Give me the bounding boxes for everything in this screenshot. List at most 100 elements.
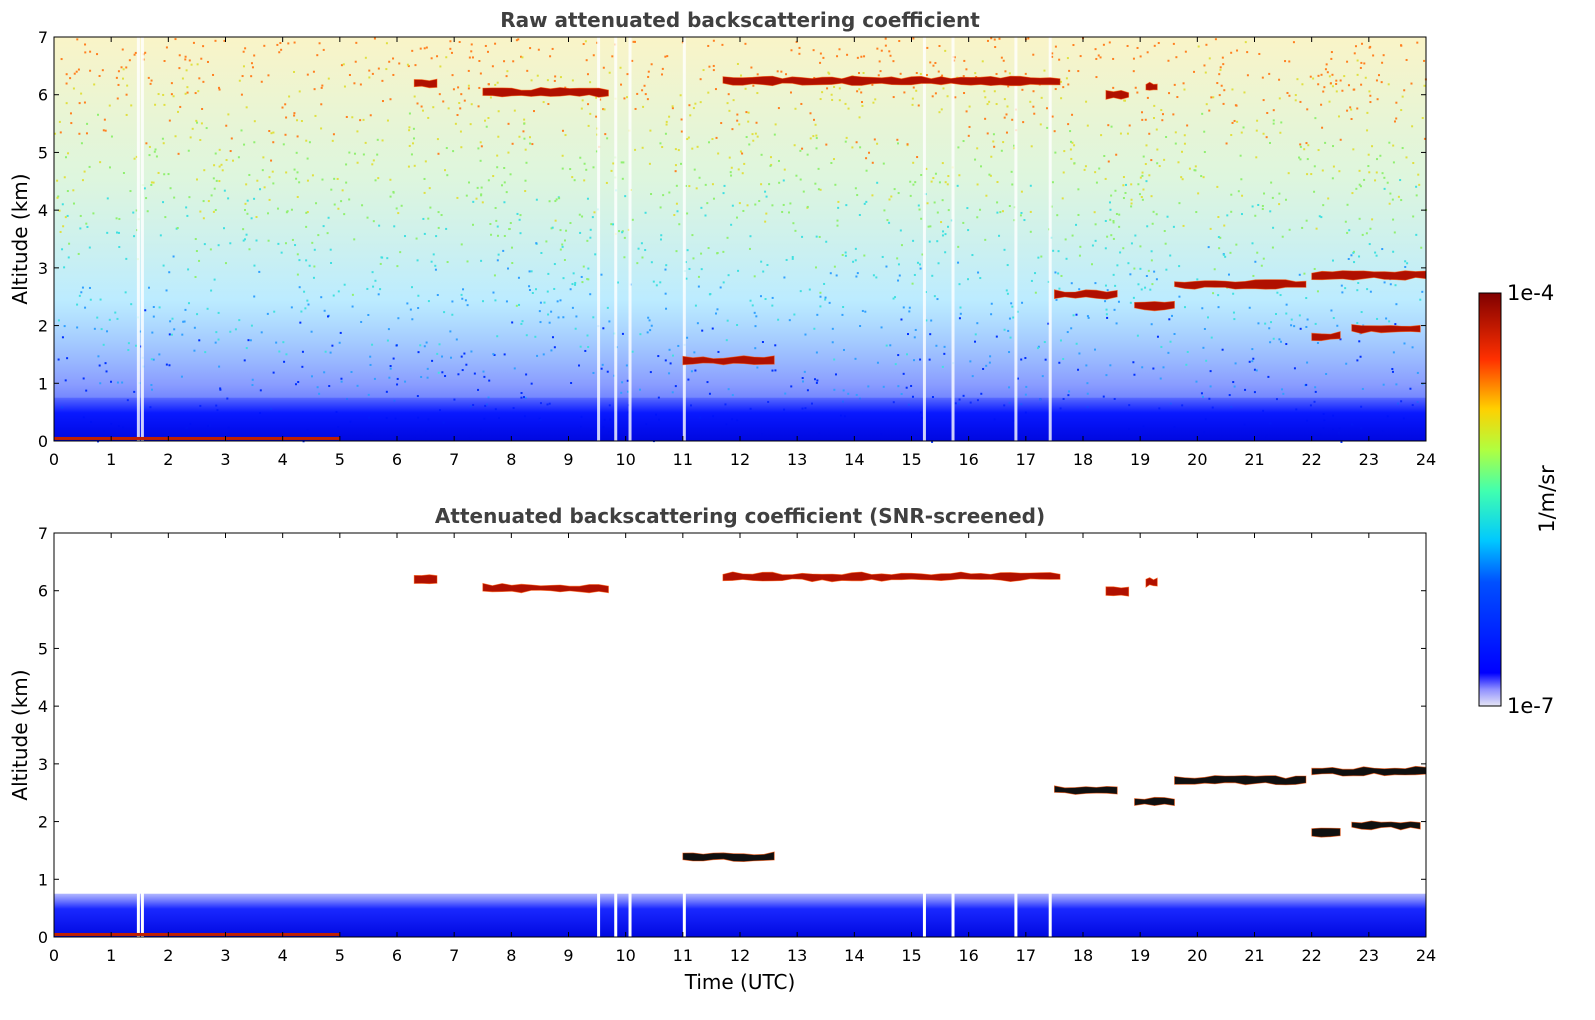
noise-speck xyxy=(1016,310,1019,313)
noise-speck xyxy=(1358,217,1361,220)
noise-speck xyxy=(1301,83,1304,86)
noise-speck xyxy=(564,134,567,137)
noise-speck xyxy=(1133,373,1136,376)
noise-speck xyxy=(542,353,545,356)
noise-speck xyxy=(79,214,82,217)
noise-speck xyxy=(1159,377,1162,380)
noise-speck xyxy=(171,317,174,320)
noise-speck xyxy=(184,58,187,61)
noise-speck xyxy=(1069,140,1072,143)
noise-speck xyxy=(1244,41,1247,44)
noise-speck xyxy=(128,59,131,62)
noise-speck xyxy=(914,181,917,184)
noise-speck xyxy=(268,130,271,133)
noise-speck xyxy=(634,107,637,110)
noise-speck xyxy=(620,83,623,86)
noise-speck xyxy=(1404,265,1407,268)
noise-speck xyxy=(1122,184,1125,187)
noise-speck xyxy=(690,370,693,373)
x-tick-label: 21 xyxy=(1244,946,1264,965)
noise-speck xyxy=(726,102,729,105)
noise-speck xyxy=(89,50,92,53)
noise-speck xyxy=(847,107,850,110)
noise-speck xyxy=(61,203,64,206)
noise-speck xyxy=(1353,261,1356,264)
data-gap xyxy=(1048,37,1052,441)
noise-speck xyxy=(496,234,499,237)
noise-speck xyxy=(745,111,748,114)
noise-speck xyxy=(1117,300,1120,303)
noise-speck xyxy=(704,183,707,186)
noise-speck xyxy=(574,327,577,330)
noise-speck xyxy=(434,264,437,267)
noise-speck xyxy=(135,344,138,347)
x-tick-label: 0 xyxy=(49,450,59,469)
x-tick-label: 17 xyxy=(1016,450,1036,469)
noise-speck xyxy=(484,44,487,47)
noise-speck xyxy=(272,371,275,374)
noise-speck xyxy=(483,375,486,378)
noise-speck xyxy=(1029,100,1032,103)
x-tick-label: 13 xyxy=(787,946,807,965)
noise-speck xyxy=(790,385,793,388)
noise-speck xyxy=(67,256,70,259)
noise-speck xyxy=(569,222,572,225)
noise-speck xyxy=(145,142,148,145)
noise-speck xyxy=(714,312,717,315)
noise-speck xyxy=(293,112,296,115)
noise-speck xyxy=(1388,141,1391,144)
noise-speck xyxy=(814,123,817,126)
noise-speck xyxy=(1158,165,1161,168)
noise-speck xyxy=(283,360,286,363)
noise-speck xyxy=(304,307,307,310)
noise-speck xyxy=(769,156,772,159)
noise-speck xyxy=(1351,192,1354,195)
noise-speck xyxy=(1008,72,1011,75)
noise-speck xyxy=(245,183,248,186)
noise-speck xyxy=(1262,132,1265,135)
noise-speck xyxy=(655,284,658,287)
noise-speck xyxy=(1209,370,1212,373)
noise-speck xyxy=(457,86,460,89)
noise-speck xyxy=(196,63,199,66)
noise-speck xyxy=(912,161,915,164)
noise-speck xyxy=(436,138,439,141)
noise-speck xyxy=(66,190,69,193)
noise-speck xyxy=(293,70,296,73)
noise-speck xyxy=(1395,101,1398,104)
noise-speck xyxy=(1144,163,1147,166)
noise-speck xyxy=(280,48,283,51)
data-gap xyxy=(1048,533,1052,937)
noise-speck xyxy=(296,273,299,276)
noise-speck xyxy=(1335,90,1338,93)
noise-speck xyxy=(1230,210,1233,213)
noise-speck xyxy=(1057,250,1060,253)
noise-speck xyxy=(1180,150,1183,153)
noise-speck xyxy=(626,379,629,382)
noise-speck xyxy=(158,306,161,309)
noise-speck xyxy=(1210,336,1213,339)
noise-speck xyxy=(1194,165,1197,168)
x-tick-label: 14 xyxy=(844,450,864,469)
noise-speck xyxy=(121,48,124,51)
noise-speck xyxy=(671,105,674,108)
noise-speck xyxy=(1079,55,1082,58)
noise-speck xyxy=(196,121,199,124)
noise-speck xyxy=(494,206,497,209)
noise-speck xyxy=(986,39,989,42)
noise-speck xyxy=(218,365,221,368)
noise-speck xyxy=(1403,89,1406,92)
noise-speck xyxy=(1079,245,1082,248)
noise-speck xyxy=(671,354,674,357)
noise-speck xyxy=(668,348,671,351)
noise-speck xyxy=(507,267,510,270)
noise-speck xyxy=(680,162,683,165)
noise-speck xyxy=(1070,157,1073,160)
x-tick-label: 11 xyxy=(673,450,693,469)
noise-speck xyxy=(479,72,482,75)
noise-speck xyxy=(882,162,885,165)
noise-speck xyxy=(152,358,155,361)
noise-speck xyxy=(1151,283,1154,286)
noise-speck xyxy=(771,204,774,207)
noise-speck xyxy=(1170,314,1173,317)
